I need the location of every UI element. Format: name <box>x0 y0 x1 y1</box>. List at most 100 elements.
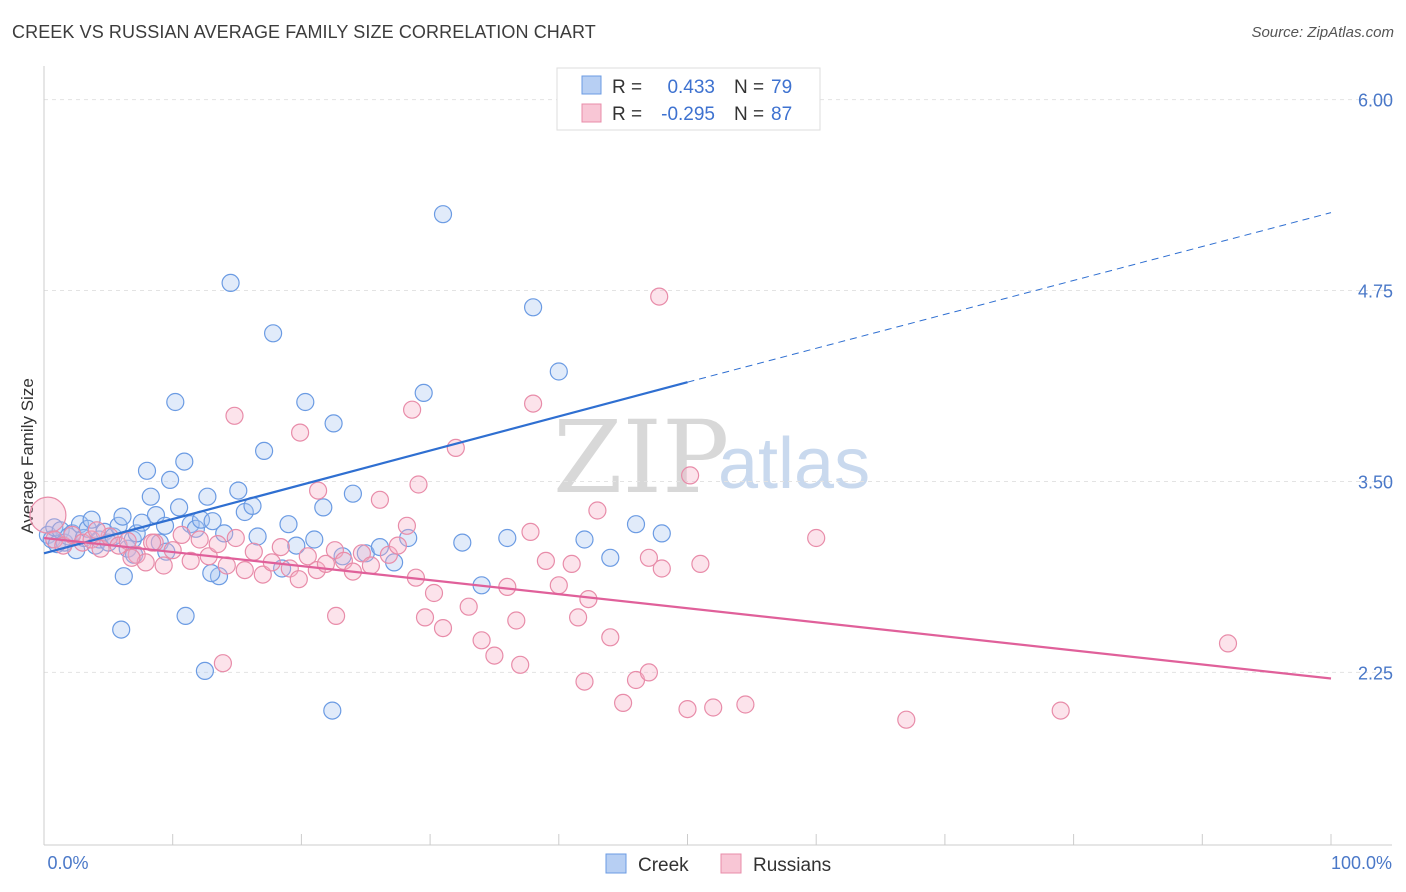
russians-point <box>536 551 556 571</box>
russians-point <box>190 530 209 549</box>
creek-point <box>229 481 248 500</box>
russians-point <box>650 287 669 306</box>
creek-point <box>323 701 342 720</box>
y-tick-label: 4.75 <box>1358 282 1393 302</box>
russians-point <box>172 525 191 545</box>
russians-point <box>433 618 453 638</box>
russians-point <box>370 490 389 509</box>
legend-r-label-creek: R = <box>612 77 642 98</box>
russians-point <box>523 394 543 413</box>
russians-point <box>588 501 607 520</box>
x-ticks <box>43 834 1332 845</box>
legend-n-value-russians: 87 <box>771 104 792 125</box>
creek-point <box>549 362 568 381</box>
russians-point <box>1218 634 1238 653</box>
creek-point <box>82 510 101 529</box>
creek-point <box>453 533 472 552</box>
creek-point <box>248 527 267 546</box>
russians-point <box>472 631 491 650</box>
russians-point <box>388 536 407 555</box>
chart-title: CREEK VS RUSSIAN AVERAGE FAMILY SIZE COR… <box>12 22 596 42</box>
creek-point <box>203 512 222 531</box>
creek-point <box>141 487 160 506</box>
creek-point <box>626 515 646 534</box>
russians-trend-line <box>43 536 1332 680</box>
russians-point <box>118 531 137 551</box>
legend-r-value-russians: -0.295 <box>661 104 715 125</box>
russians-point <box>271 537 290 557</box>
gridlines <box>44 99 1392 673</box>
russians-point <box>63 525 82 545</box>
russians-point <box>29 496 67 534</box>
watermark-zip: ZIP <box>553 399 729 516</box>
axes <box>43 66 1392 846</box>
creek-point <box>112 620 131 639</box>
legend-r-value-creek: 0.433 <box>667 77 715 98</box>
creek-point <box>414 383 433 402</box>
bottom-legend-swatch-creek <box>605 853 627 874</box>
creek-point <box>113 507 132 526</box>
creek-point <box>175 452 194 471</box>
russians-point <box>639 548 659 567</box>
russians-point <box>639 663 659 682</box>
russians-point <box>213 654 232 673</box>
watermark-atlas: atlas <box>718 424 870 504</box>
creek-point <box>215 524 234 543</box>
russians-point <box>253 565 272 584</box>
russians-point <box>575 672 594 691</box>
russians-point <box>415 608 435 627</box>
x-tick-label-min: 0.0% <box>47 853 88 873</box>
russians-point <box>352 544 371 563</box>
russians-point <box>226 528 245 548</box>
russians-point <box>424 583 444 603</box>
creek-point <box>305 530 324 549</box>
y-tick-label: 2.25 <box>1358 663 1393 683</box>
bottom-legend-label-russians: Russians <box>753 855 831 876</box>
creek-point <box>296 392 315 412</box>
russians-point <box>485 646 504 665</box>
creek-point <box>137 461 157 480</box>
creek-point <box>343 484 362 503</box>
russians-point <box>521 522 540 542</box>
russians-point <box>307 560 326 580</box>
russians-point <box>309 481 328 500</box>
russians-point <box>225 406 244 425</box>
russians-point <box>87 521 106 540</box>
creek-point <box>166 392 185 412</box>
bottom-legend-swatch-russians <box>720 853 742 874</box>
legend-n-value-creek: 79 <box>771 77 792 98</box>
legend-n-label-creek: N = <box>734 77 764 98</box>
x-tick-label-max: 100.0% <box>1331 853 1392 873</box>
creek-point <box>198 487 217 506</box>
russians-point <box>143 533 162 552</box>
russians-point <box>549 576 568 595</box>
creek-point <box>652 524 671 543</box>
y-axis-label: Average Family Size <box>18 378 37 534</box>
russians-point <box>568 608 588 627</box>
russians-point <box>680 466 700 485</box>
creek-point <box>195 661 214 681</box>
russians-point <box>235 560 254 580</box>
russians-point <box>154 556 173 575</box>
russians-point <box>507 611 526 630</box>
bottom-legend-label-creek: Creek <box>638 855 689 876</box>
russians-point <box>208 534 227 554</box>
legend-n-label-russians: N = <box>734 104 764 125</box>
russians-point <box>459 597 478 616</box>
russians-point <box>403 400 422 419</box>
creek-point <box>314 498 333 517</box>
russians-point <box>511 655 530 674</box>
creek-point <box>575 530 594 549</box>
legend-r-label-russians: R = <box>612 104 642 125</box>
y-tick-labels: 2.25 3.50 4.75 6.00 <box>1358 91 1393 684</box>
creek-point <box>601 548 620 567</box>
russians-point <box>613 693 633 713</box>
russians-point <box>1051 701 1070 720</box>
creek-point <box>498 528 517 548</box>
russians-point <box>736 695 755 714</box>
russians-point <box>289 570 308 589</box>
russians-point <box>562 554 581 574</box>
russians-point <box>244 542 263 561</box>
creek-point <box>221 273 240 292</box>
